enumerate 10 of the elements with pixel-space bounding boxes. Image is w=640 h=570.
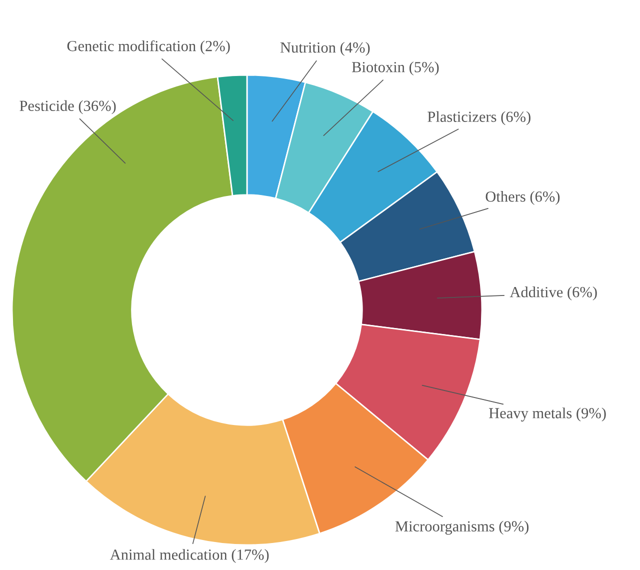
- slice-label: Plasticizers (6%): [428, 111, 530, 126]
- slice-label: Nutrition (4%): [280, 42, 370, 56]
- slice-label: Microorganisms (9%): [395, 520, 529, 535]
- slice-label: Pesticide (36%): [20, 100, 116, 114]
- slice-label: Animal medication (17%): [110, 549, 269, 563]
- slice-label: Genetic modification (2%): [67, 40, 230, 54]
- slice-label: Biotoxin (5%): [352, 62, 439, 76]
- slice-label: Additive (6%): [510, 286, 597, 300]
- slice-label: Others (6%): [486, 191, 560, 205]
- slice-label: Heavy metals (9%): [488, 408, 606, 422]
